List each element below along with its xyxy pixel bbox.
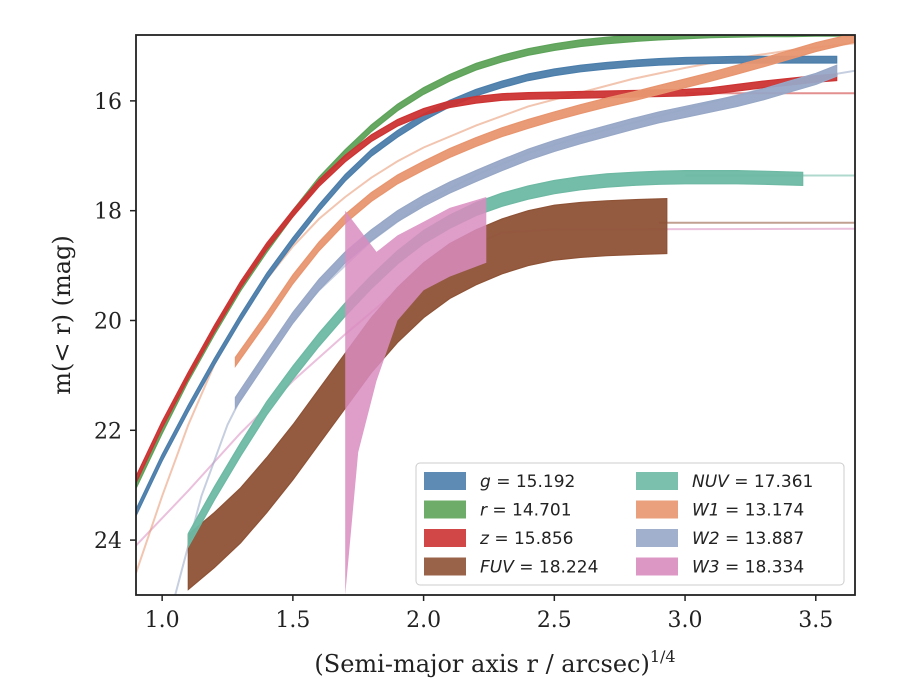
legend-label-nuv: NUV = 17.361 [692, 472, 813, 492]
y-tick-label: 20 [94, 309, 122, 334]
x-tick-label: 3.5 [798, 608, 833, 633]
y-tick-label: 24 [94, 529, 122, 554]
y-tick-label: 22 [94, 419, 122, 444]
legend-label-z: z = 15.856 [479, 529, 573, 549]
series-band-w3 [345, 197, 487, 595]
legend-swatch-w1 [636, 500, 678, 519]
x-axis: 1.0 1.5 2.0 2.5 3.0 3.5 [145, 595, 833, 633]
series-band-g [136, 55, 838, 517]
y-tick-label: 18 [94, 200, 122, 225]
legend-swatch-r [424, 500, 466, 519]
legend-label-w1: W1 = 13.174 [692, 501, 804, 521]
legend-swatch-g [424, 472, 466, 490]
y-axis: 16 18 20 22 24 [94, 90, 136, 554]
x-tick-label: 3.0 [668, 608, 703, 633]
plot-frame [135, 34, 856, 596]
legend-label-w2: W2 = 13.887 [692, 529, 804, 549]
legend-label-g: g = 15.192 [480, 472, 575, 492]
legend-label-r: r = 14.701 [480, 501, 572, 521]
legend: g = 15.192 r = 14.701 z = 15.856 FUV = 18.2… [415, 462, 845, 586]
y-axis-label: m(< r) (mag) [48, 235, 76, 394]
legend-box [415, 462, 845, 586]
legend-swatch-w3 [636, 557, 678, 576]
x-tick-label: 2.5 [537, 608, 572, 633]
series-band-z [136, 73, 838, 484]
series-band-w1 [234, 35, 855, 368]
series-band-w2 [234, 64, 838, 411]
x-axis-label: (Semi-major axis r / arcsec)1/4 [314, 647, 675, 678]
y-tick-label: 16 [94, 90, 122, 115]
legend-swatch-w2 [636, 529, 678, 547]
legend-swatch-fuv [424, 557, 466, 576]
legend-swatch-z [424, 529, 466, 547]
plot-area [136, 35, 855, 595]
legend-label-fuv: FUV = 18.224 [480, 558, 598, 578]
x-tick-label: 1.0 [145, 608, 180, 633]
x-tick-label: 1.5 [275, 608, 310, 633]
legend-label-w3: W3 = 18.334 [692, 558, 804, 578]
x-tick-label: 2.0 [406, 608, 441, 633]
legend-swatch-nuv [636, 472, 678, 490]
